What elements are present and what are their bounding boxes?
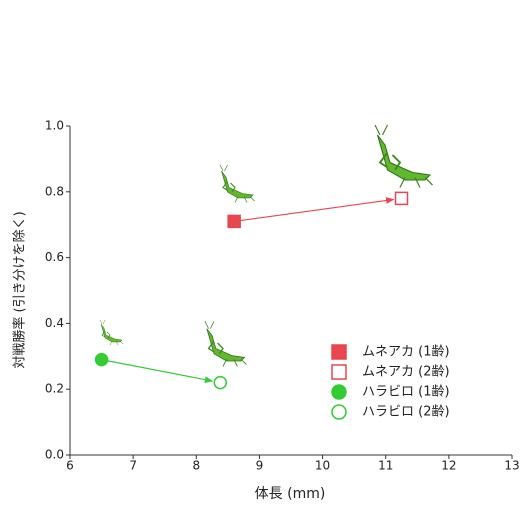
legend-marker xyxy=(331,404,347,420)
y-tick-label: 0.6 xyxy=(45,250,64,264)
y-tick-label: 0.0 xyxy=(45,448,64,462)
mantis-illustration xyxy=(204,320,248,368)
mantis-illustration xyxy=(219,164,256,204)
x-axis-label: 体長 (mm) xyxy=(255,486,326,502)
point xyxy=(213,375,228,390)
x-tick-label: 13 xyxy=(504,459,519,473)
x-tick-label: 7 xyxy=(129,459,137,473)
x-tick-label: 6 xyxy=(66,459,74,473)
mantis-illustration xyxy=(99,319,124,346)
x-tick-label: 12 xyxy=(441,459,456,473)
y-tick-label: 0.2 xyxy=(45,382,64,396)
x-tick-label: 9 xyxy=(256,459,264,473)
point xyxy=(94,352,109,367)
y-tick-label: 0.8 xyxy=(45,184,64,198)
legend-label: ムネアカ (2齢) xyxy=(362,365,450,380)
point xyxy=(394,191,409,206)
legend-marker xyxy=(331,364,347,380)
legend-marker xyxy=(331,384,347,400)
x-tick-label: 10 xyxy=(315,459,330,473)
y-tick-label: 0.4 xyxy=(45,316,64,330)
y-tick-label: 1.0 xyxy=(45,119,64,133)
x-tick-label: 11 xyxy=(378,459,393,473)
y-axis-label: 対戦勝率 (引き分けを除く) xyxy=(12,211,28,368)
legend-label: ハラビロ (2齢) xyxy=(362,405,450,420)
legend-marker xyxy=(331,344,347,360)
arrow xyxy=(240,197,395,222)
arrow xyxy=(107,360,214,383)
point xyxy=(227,214,241,229)
x-tick-label: 8 xyxy=(192,459,200,473)
legend-label: ハラビロ (1齢) xyxy=(362,385,450,400)
mantis-illustration xyxy=(374,124,434,189)
legend-label: ムネアカ (1齢) xyxy=(362,345,450,360)
